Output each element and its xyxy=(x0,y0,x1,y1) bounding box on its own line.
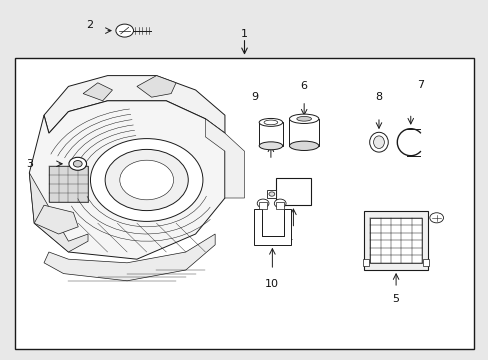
Bar xyxy=(362,259,368,266)
Ellipse shape xyxy=(289,114,318,123)
Ellipse shape xyxy=(369,132,387,152)
Ellipse shape xyxy=(264,120,277,125)
Text: 10: 10 xyxy=(264,279,278,289)
Bar xyxy=(276,202,284,209)
Ellipse shape xyxy=(259,118,282,126)
Text: 3: 3 xyxy=(26,159,33,169)
Text: 1: 1 xyxy=(241,29,247,39)
Text: 5: 5 xyxy=(392,294,399,304)
Text: 2: 2 xyxy=(86,20,93,30)
Bar xyxy=(289,119,318,146)
Circle shape xyxy=(120,160,173,200)
Circle shape xyxy=(268,192,274,196)
Bar xyxy=(259,202,266,209)
Bar xyxy=(276,178,310,205)
Circle shape xyxy=(274,199,285,208)
Text: 8: 8 xyxy=(375,92,382,102)
Polygon shape xyxy=(29,101,224,259)
Bar xyxy=(49,166,88,202)
Bar xyxy=(15,58,473,349)
Polygon shape xyxy=(44,234,215,281)
Polygon shape xyxy=(205,119,244,198)
Ellipse shape xyxy=(289,141,318,150)
Polygon shape xyxy=(44,76,224,133)
Bar xyxy=(259,122,282,146)
Circle shape xyxy=(429,213,443,223)
Ellipse shape xyxy=(373,136,384,149)
Polygon shape xyxy=(34,205,78,234)
Text: 6: 6 xyxy=(300,81,307,91)
Bar xyxy=(364,211,427,270)
Circle shape xyxy=(116,24,133,37)
Polygon shape xyxy=(254,209,290,245)
Bar xyxy=(369,218,421,263)
Text: 9: 9 xyxy=(251,92,258,102)
Polygon shape xyxy=(29,173,88,252)
Text: 4: 4 xyxy=(285,234,291,244)
Ellipse shape xyxy=(259,142,282,150)
Circle shape xyxy=(73,161,82,167)
Polygon shape xyxy=(83,83,112,101)
Circle shape xyxy=(69,157,86,170)
Text: 7: 7 xyxy=(416,80,423,90)
Bar xyxy=(423,259,428,266)
Circle shape xyxy=(105,149,188,211)
Circle shape xyxy=(257,199,268,208)
Circle shape xyxy=(90,139,203,221)
Ellipse shape xyxy=(296,117,311,121)
Bar xyxy=(267,190,276,198)
Polygon shape xyxy=(137,76,176,97)
